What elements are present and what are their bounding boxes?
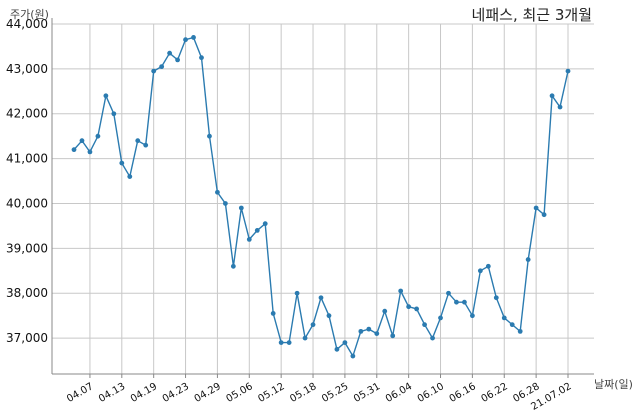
data-point	[294, 290, 300, 296]
data-point	[111, 111, 117, 117]
data-point	[159, 64, 165, 70]
x-tick-label: 05.25	[320, 381, 350, 405]
x-tick-label: 06.10	[416, 381, 446, 405]
data-point	[278, 340, 284, 345]
y-tick-label: 41,000	[6, 152, 48, 166]
y-tick-label: 40,000	[6, 196, 48, 210]
data-point	[119, 160, 125, 166]
data-point	[246, 236, 252, 242]
data-point	[230, 263, 236, 269]
data-point	[469, 313, 475, 319]
data-point	[207, 133, 212, 139]
data-point	[517, 328, 523, 334]
data-point	[390, 333, 396, 339]
data-point	[485, 263, 491, 269]
x-tick-label: 04.19	[129, 381, 159, 405]
x-tick-label: 05.18	[288, 381, 318, 405]
x-tick-label: 05.12	[256, 381, 286, 405]
data-point	[374, 331, 380, 337]
x-tick-label: 06.04	[384, 381, 414, 405]
data-point	[422, 322, 427, 328]
x-tick-label: 04.07	[65, 381, 95, 405]
data-point	[501, 315, 507, 321]
data-point	[406, 304, 412, 310]
series-line	[73, 36, 569, 358]
data-point	[191, 35, 196, 40]
x-tick-label: 05.31	[352, 381, 382, 405]
data-point	[414, 306, 420, 312]
data-point	[334, 346, 340, 352]
data-point	[541, 212, 547, 218]
data-point	[398, 288, 404, 294]
y-tick-label: 37,000	[6, 331, 48, 345]
data-point	[199, 55, 204, 61]
x-tick-label: 06.16	[448, 381, 478, 405]
y-tick-label: 43,000	[6, 62, 48, 76]
data-point	[430, 335, 435, 341]
data-point	[382, 308, 388, 314]
x-tick-label: 04.13	[97, 381, 127, 405]
data-point	[477, 268, 483, 274]
data-point	[71, 147, 77, 153]
data-point	[286, 340, 292, 345]
y-tick-label: 44,000	[6, 17, 48, 31]
chart-title: 네패스, 최근 3개월	[471, 6, 592, 24]
data-point	[215, 189, 220, 195]
data-point	[87, 149, 93, 155]
data-point	[350, 353, 356, 359]
y-tick-label: 39,000	[6, 241, 48, 255]
data-point	[270, 311, 276, 316]
data-point	[493, 295, 499, 301]
data-point	[175, 57, 180, 63]
data-point	[438, 315, 443, 321]
y-tick-label: 38,000	[6, 286, 48, 300]
y-axis-label: 주가(원)	[10, 8, 49, 21]
data-point	[565, 68, 571, 74]
y-tick-label: 42,000	[6, 107, 48, 121]
data-point	[167, 50, 173, 56]
x-tick-label: 04.23	[161, 381, 191, 405]
data-point	[549, 93, 555, 99]
data-point	[318, 295, 324, 301]
data-point	[183, 37, 188, 43]
data-point	[95, 133, 101, 139]
data-point	[462, 299, 467, 305]
data-point	[151, 68, 157, 74]
data-point	[557, 104, 563, 110]
data-point	[358, 328, 364, 334]
data-point	[310, 322, 316, 328]
data-point	[103, 93, 109, 99]
data-point	[238, 205, 244, 211]
x-tick-label: 04.29	[193, 381, 223, 405]
data-point	[302, 335, 308, 341]
data-point	[342, 340, 348, 345]
data-point	[446, 290, 451, 296]
x-tick-label: 05.06	[224, 381, 254, 405]
data-point	[254, 228, 260, 233]
x-tick-label: 06.22	[479, 381, 509, 405]
data-point	[135, 138, 141, 144]
data-point	[222, 201, 228, 206]
data-point	[127, 174, 133, 179]
data-point	[143, 142, 149, 148]
data-point	[533, 205, 539, 211]
data-point	[79, 138, 85, 144]
data-point	[525, 257, 531, 262]
data-point	[454, 299, 459, 305]
x-axis-label: 날짜(일)	[594, 378, 633, 391]
data-point	[262, 221, 268, 227]
data-point	[366, 326, 372, 332]
data-point	[509, 322, 515, 328]
data-point	[326, 313, 332, 319]
